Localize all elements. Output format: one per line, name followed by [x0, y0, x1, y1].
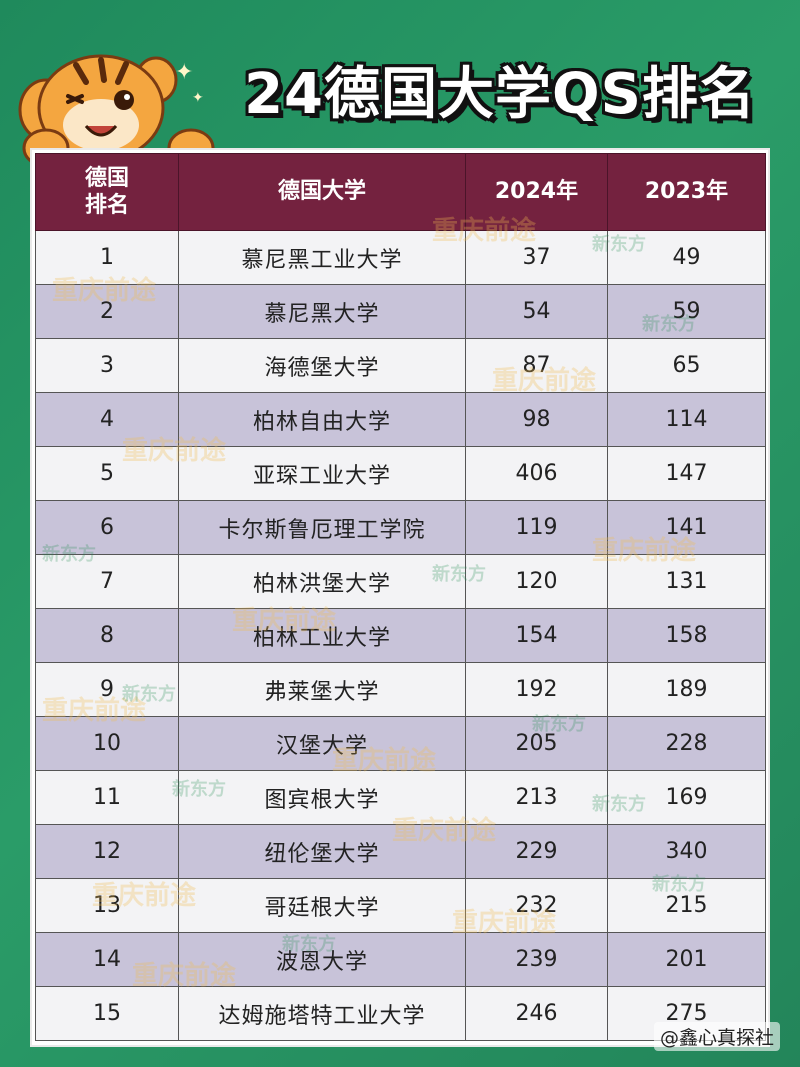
score-2024-cell: 213	[465, 770, 608, 825]
header-rank: 德国 排名	[35, 153, 179, 231]
score-2023-cell: 189	[607, 662, 766, 717]
table-row: 12 纽伦堡大学 229 340	[35, 824, 766, 879]
table-row: 5 亚琛工业大学 406 147	[35, 446, 766, 501]
table-header-row: 德国 排名 德国大学 2024年 2023年	[35, 153, 766, 231]
score-2023-cell: 141	[607, 500, 766, 555]
table-row: 9 弗莱堡大学 192 189	[35, 662, 766, 717]
ranking-card: 德国 排名 德国大学 2024年 2023年 1 慕尼黑工业大学 37 49 2 慕尼黑大…	[32, 150, 768, 1045]
score-2023-cell: 340	[607, 824, 766, 879]
author-credit: @鑫心真探社	[653, 1022, 780, 1051]
score-2023-cell: 59	[607, 284, 766, 339]
table-row: 7 柏林洪堡大学 120 131	[35, 554, 766, 609]
rank-cell: 13	[35, 878, 179, 933]
university-name-cell: 柏林自由大学	[178, 392, 466, 447]
university-name-cell: 弗莱堡大学	[178, 662, 466, 717]
score-2024-cell: 37	[465, 230, 608, 285]
rank-cell: 8	[35, 608, 179, 663]
rank-cell: 14	[35, 932, 179, 987]
university-name-cell: 波恩大学	[178, 932, 466, 987]
score-2024-cell: 232	[465, 878, 608, 933]
university-name-cell: 柏林洪堡大学	[178, 554, 466, 609]
rank-cell: 10	[35, 716, 179, 771]
score-2024-cell: 192	[465, 662, 608, 717]
table-row: 2 慕尼黑大学 54 59	[35, 284, 766, 339]
table-row: 10 汉堡大学 205 228	[35, 716, 766, 771]
rank-cell: 7	[35, 554, 179, 609]
university-name-cell: 哥廷根大学	[178, 878, 466, 933]
university-name-cell: 海德堡大学	[178, 338, 466, 393]
university-name-cell: 达姆施塔特工业大学	[178, 986, 466, 1041]
score-2024-cell: 54	[465, 284, 608, 339]
score-2024-cell: 119	[465, 500, 608, 555]
score-2024-cell: 98	[465, 392, 608, 447]
score-2023-cell: 65	[607, 338, 766, 393]
score-2024-cell: 154	[465, 608, 608, 663]
score-2024-cell: 87	[465, 338, 608, 393]
table-row: 4 柏林自由大学 98 114	[35, 392, 766, 447]
table-row: 11 图宾根大学 213 169	[35, 770, 766, 825]
rank-cell: 12	[35, 824, 179, 879]
score-2023-cell: 147	[607, 446, 766, 501]
university-name-cell: 图宾根大学	[178, 770, 466, 825]
score-2024-cell: 205	[465, 716, 608, 771]
score-2023-cell: 228	[607, 716, 766, 771]
university-name-cell: 慕尼黑大学	[178, 284, 466, 339]
score-2023-cell: 49	[607, 230, 766, 285]
sparkle-icon: ✦	[175, 60, 194, 85]
score-2024-cell: 120	[465, 554, 608, 609]
score-2023-cell: 114	[607, 392, 766, 447]
header-rank-line2: 排名	[84, 193, 129, 218]
table-row: 8 柏林工业大学 154 158	[35, 608, 766, 663]
table-row: 6 卡尔斯鲁厄理工学院 119 141	[35, 500, 766, 555]
rank-cell: 3	[35, 338, 179, 393]
rank-cell: 2	[35, 284, 179, 339]
header-2024: 2024年	[465, 153, 608, 231]
header-rank-line1: 德国	[84, 165, 129, 191]
score-2023-cell: 131	[607, 554, 766, 609]
table-row: 13 哥廷根大学 232 215	[35, 878, 766, 933]
score-2023-cell: 215	[607, 878, 766, 933]
score-2024-cell: 406	[465, 446, 608, 501]
rank-cell: 9	[35, 662, 179, 717]
tiger-mascot-icon	[18, 54, 215, 168]
score-2024-cell: 239	[465, 932, 608, 987]
header-university: 德国大学	[178, 153, 466, 231]
rank-cell: 5	[35, 446, 179, 501]
rank-cell: 15	[35, 986, 179, 1041]
table-row: 14 波恩大学 239 201	[35, 932, 766, 987]
table-row: 1 慕尼黑工业大学 37 49	[35, 230, 766, 285]
university-name-cell: 卡尔斯鲁厄理工学院	[178, 500, 466, 555]
rank-cell: 11	[35, 770, 179, 825]
header-2023: 2023年	[607, 153, 766, 231]
score-2023-cell: 201	[607, 932, 766, 987]
score-2024-cell: 246	[465, 986, 608, 1041]
score-2024-cell: 229	[465, 824, 608, 879]
ranking-table: 德国 排名 德国大学 2024年 2023年 1 慕尼黑工业大学 37 49 2 慕尼黑大…	[35, 153, 766, 1041]
page-title: 24德国大学QS排名	[244, 61, 756, 127]
rank-cell: 6	[35, 500, 179, 555]
sparkle-icon: ✦	[192, 90, 204, 106]
university-name-cell: 汉堡大学	[178, 716, 466, 771]
university-name-cell: 亚琛工业大学	[178, 446, 466, 501]
university-name-cell: 纽伦堡大学	[178, 824, 466, 879]
university-name-cell: 慕尼黑工业大学	[178, 230, 466, 285]
rank-cell: 4	[35, 392, 179, 447]
university-name-cell: 柏林工业大学	[178, 608, 466, 663]
score-2023-cell: 158	[607, 608, 766, 663]
rank-cell: 1	[35, 230, 179, 285]
score-2023-cell: 169	[607, 770, 766, 825]
table-row: 3 海德堡大学 87 65	[35, 338, 766, 393]
